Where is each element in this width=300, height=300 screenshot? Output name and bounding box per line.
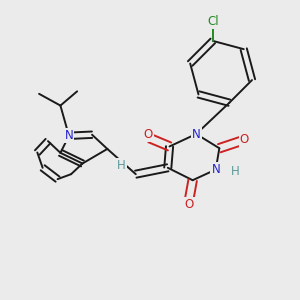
Text: O: O xyxy=(184,198,194,211)
Text: Cl: Cl xyxy=(207,15,219,28)
Text: O: O xyxy=(240,133,249,146)
Text: N: N xyxy=(212,163,220,176)
Text: O: O xyxy=(144,128,153,141)
Text: H: H xyxy=(231,165,240,178)
Text: N: N xyxy=(64,129,73,142)
Text: N: N xyxy=(192,128,201,140)
Text: H: H xyxy=(117,159,126,172)
